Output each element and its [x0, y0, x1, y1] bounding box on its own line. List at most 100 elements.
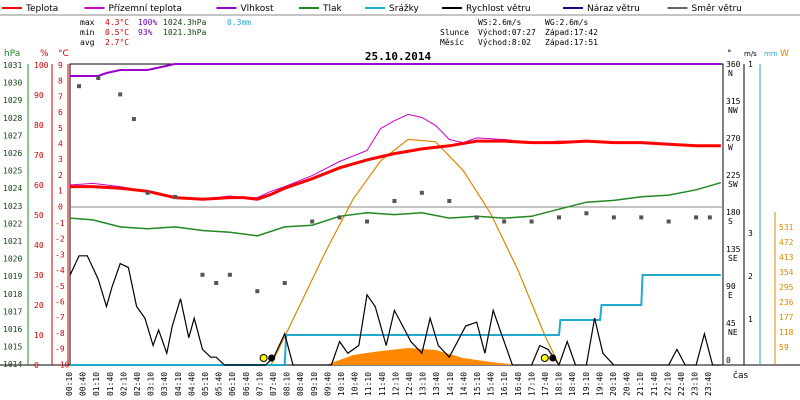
- deg-tick: 90: [726, 282, 736, 291]
- legend-label: Náraz větru: [587, 4, 640, 14]
- chart-title: 25.10.2014: [365, 50, 432, 63]
- stat-label: max: [80, 18, 95, 27]
- hpa-tick: 1026: [3, 149, 22, 158]
- hpa-tick: 1014: [3, 360, 22, 369]
- time-tick: 16:10: [500, 372, 509, 396]
- degc-tick: 2: [58, 171, 63, 180]
- hpa-tick: 1023: [3, 202, 22, 211]
- time-tick: 04:10: [174, 372, 183, 396]
- wind-dir-point: [666, 219, 671, 224]
- time-tick: 10:40: [351, 372, 360, 396]
- wind-dir-point: [365, 219, 370, 224]
- time-tick: 18:10: [555, 372, 564, 396]
- time-tick: 23:10: [691, 372, 700, 396]
- w-tick: 59: [779, 343, 789, 352]
- wind-dir-point: [447, 199, 452, 203]
- wind-dir-point: [419, 190, 424, 195]
- degc-tick: 7: [58, 92, 63, 101]
- wind-dir-point: [584, 211, 589, 216]
- sunshine-curve: [270, 138, 560, 366]
- pct-tick: 10: [34, 331, 44, 340]
- pct-tick: 80: [34, 121, 44, 130]
- deg-tick: 45: [726, 319, 736, 328]
- stat-label: avg: [80, 38, 95, 47]
- pct-tick: 100: [34, 61, 49, 70]
- stat-label: min: [80, 28, 95, 37]
- time-tick: 05:40: [215, 372, 224, 396]
- time-tick: 14:10: [446, 372, 455, 396]
- w-tick: 413: [779, 253, 794, 262]
- hpa-tick: 1028: [3, 114, 22, 123]
- stat-pressure: 1021.3hPa: [163, 28, 207, 37]
- degc-tick: -6: [55, 298, 65, 307]
- humidity-line: [70, 63, 721, 77]
- degc-tick: 4: [58, 140, 63, 149]
- time-tick: 08:10: [283, 372, 292, 396]
- hpa-tick: 1024: [3, 184, 22, 193]
- time-tick: 01:40: [106, 372, 115, 396]
- moonset-text: Západ:17:51: [545, 38, 598, 47]
- deg-tick: 180: [726, 208, 741, 217]
- ws-text: WS:2.6m/s: [478, 18, 522, 27]
- time-tick: 11:10: [364, 372, 373, 396]
- hpa-tick: 1016: [3, 325, 22, 334]
- time-tick: 06:40: [242, 372, 251, 396]
- degc-tick: 6: [58, 108, 63, 117]
- degc-tick: -5: [55, 282, 65, 291]
- legend-label: Srážky: [389, 4, 420, 14]
- degc-tick: -2: [55, 235, 65, 244]
- hpa-tick: 1031: [3, 61, 22, 70]
- stat-pressure: 1024.3hPa: [163, 18, 207, 27]
- deg-dir-label: SE: [728, 254, 738, 263]
- moon-marker: [549, 354, 557, 362]
- time-tick: 04:40: [187, 372, 196, 396]
- ground-temp-line: [69, 113, 721, 200]
- pct-tick: 30: [34, 271, 44, 280]
- degc-tick: 1: [58, 187, 63, 196]
- time-tick: 12:40: [405, 372, 414, 396]
- sunrise-text: Východ:07:27: [478, 28, 536, 37]
- stat-temp: 4.3°C: [105, 18, 129, 27]
- time-tick: 17:40: [541, 372, 550, 396]
- unit-hpa: hPa: [4, 49, 20, 59]
- ms-tick: 3: [748, 229, 753, 238]
- degc-tick: 9: [58, 61, 63, 70]
- pressure-line: [69, 181, 722, 237]
- sun-marker: [540, 354, 549, 362]
- wind-dir-point: [611, 215, 616, 220]
- legend-label: Tlak: [322, 4, 343, 14]
- time-unit: čas: [733, 370, 748, 381]
- deg-dir-label: S: [728, 217, 733, 226]
- pct-tick: 70: [34, 151, 44, 160]
- time-tick: 19:10: [582, 372, 591, 396]
- degc-tick: -7: [55, 313, 65, 322]
- degc-tick: 5: [58, 124, 63, 133]
- wind-dir-point: [173, 194, 178, 199]
- sun-marker: [259, 354, 268, 362]
- w-tick: 177: [779, 313, 794, 322]
- stat-temp: 2.7°C: [105, 38, 129, 47]
- wind-dir-point: [639, 215, 644, 220]
- time-tick: 10:10: [337, 372, 346, 396]
- pct-tick: 20: [34, 301, 44, 310]
- w-tick: 472: [779, 238, 794, 247]
- unit-deg: °: [727, 49, 732, 59]
- legend-label: Směr větru: [692, 4, 742, 14]
- wind-dir-point: [131, 117, 136, 121]
- wind-dir-point: [529, 219, 534, 224]
- wind-dir-point: [392, 199, 397, 203]
- degc-tick: 0: [58, 202, 63, 211]
- time-tick: 15:40: [487, 372, 496, 396]
- deg-dir-label: W: [728, 143, 733, 152]
- pct-tick: 50: [34, 211, 44, 220]
- stat-rain: 0.3mm: [227, 18, 251, 27]
- time-tick: 08:40: [296, 372, 305, 396]
- deg-dir-label: NE: [728, 328, 738, 337]
- degc-tick: 3: [58, 155, 63, 164]
- time-tick: 00:40: [79, 372, 88, 396]
- wind-dir-point: [96, 76, 101, 80]
- w-tick: 531: [779, 223, 794, 232]
- hpa-tick: 1022: [3, 219, 22, 228]
- wg-text: WG:2.6m/s: [545, 18, 589, 27]
- time-tick: 02:40: [133, 372, 142, 396]
